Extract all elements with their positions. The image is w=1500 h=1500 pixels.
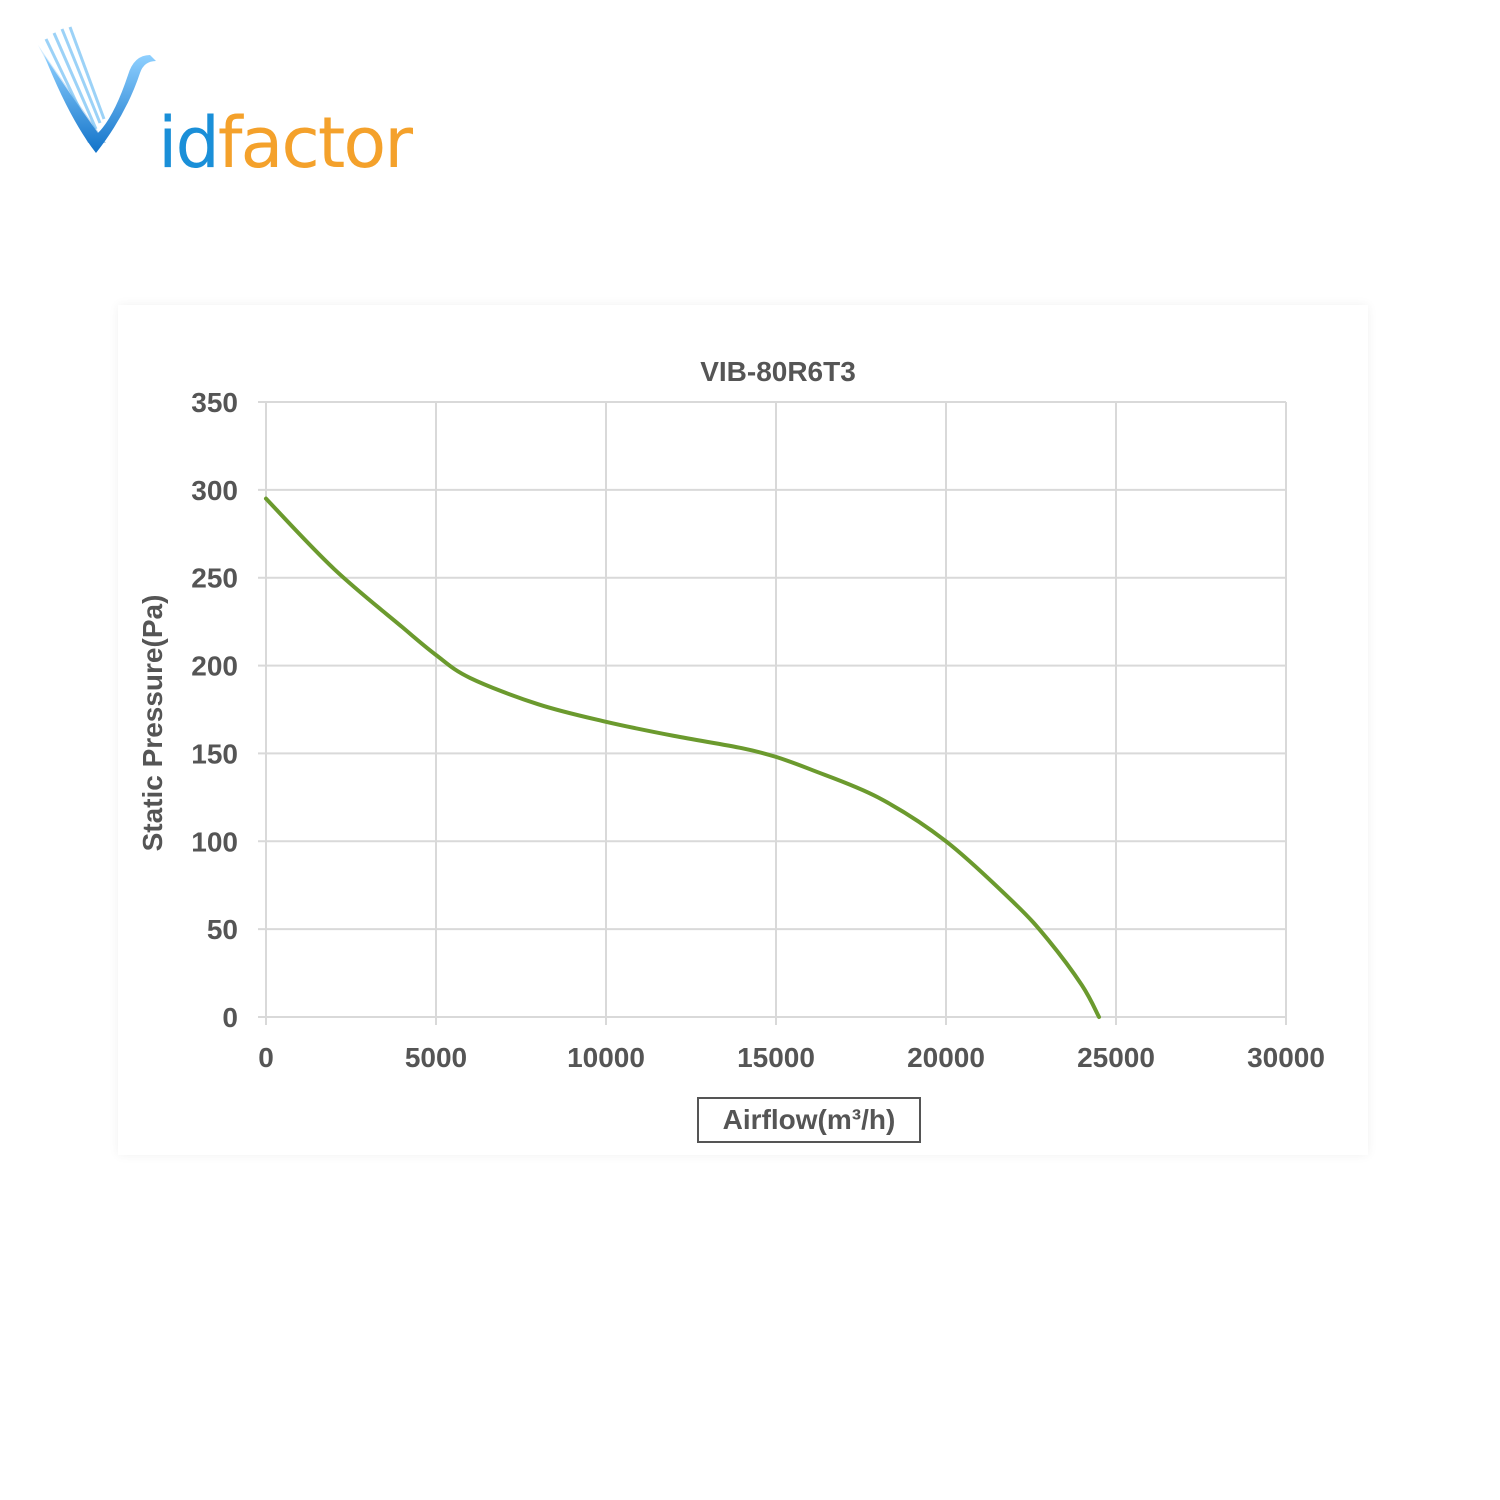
y-axis-label: Static Pressure(Pa) xyxy=(137,595,168,852)
y-tick-label: 100 xyxy=(191,826,238,857)
x-tick-label: 0 xyxy=(258,1042,274,1073)
y-tick-label: 50 xyxy=(207,914,238,945)
brand-part1: id xyxy=(158,102,220,184)
y-tick-label: 200 xyxy=(191,651,238,682)
x-tick-label: 30000 xyxy=(1247,1042,1325,1073)
y-tick-label: 250 xyxy=(191,563,238,594)
y-tick-labels: 0 50 100 150 200 250 300 350 xyxy=(191,387,238,1033)
x-tick-label: 15000 xyxy=(737,1042,815,1073)
chart-panel: 0 50 100 150 200 250 300 350 0 5000 10000 15000 200… xyxy=(118,305,1368,1155)
y-tick-label: 350 xyxy=(191,387,238,418)
chart-title: VIB-80R6T3 xyxy=(700,356,856,387)
x-tick-label: 10000 xyxy=(567,1042,645,1073)
x-tick-label: 25000 xyxy=(1077,1042,1155,1073)
brand-part2: factor xyxy=(217,102,413,184)
grid-lines xyxy=(258,401,1287,1025)
x-tick-label: 20000 xyxy=(907,1042,985,1073)
x-tick-labels: 0 5000 10000 15000 20000 25000 30000 xyxy=(258,1042,1325,1073)
y-tick-label: 300 xyxy=(191,475,238,506)
vidfactor-logo: idfactor xyxy=(30,25,413,183)
y-tick-label: 0 xyxy=(222,1002,238,1033)
performance-chart: 0 50 100 150 200 250 300 350 0 5000 10000 15000 200… xyxy=(137,356,1325,1143)
brand-wordmark: idfactor xyxy=(158,102,413,184)
x-tick-label: 5000 xyxy=(405,1042,467,1073)
x-axis-label: Airflow(m³/h) xyxy=(723,1104,896,1135)
x-axis-label-box xyxy=(697,1097,921,1143)
series-group xyxy=(264,496,1101,1019)
y-tick-label: 150 xyxy=(191,738,238,769)
series-line-0 xyxy=(264,496,1101,1019)
bird-v-icon xyxy=(38,26,156,153)
